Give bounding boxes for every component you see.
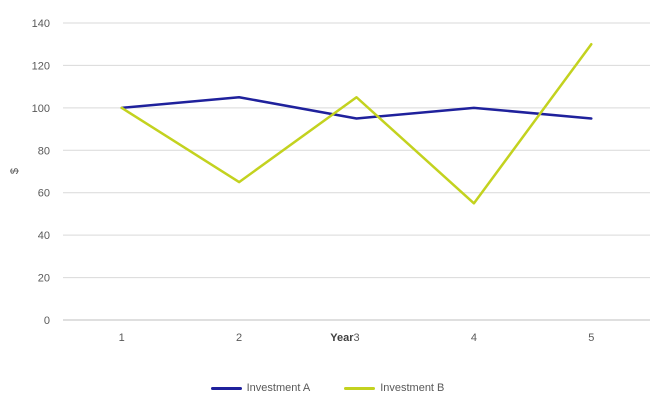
y-axis-tick-label: 140 [32,18,50,30]
y-axis-tick-label: 120 [32,60,50,72]
x-axis-tick-label: 3 [353,332,359,344]
legend-item-investment-a: Investment A [210,382,311,394]
y-axis-tick-label: 100 [32,103,50,115]
investment-b-line-swatch [344,387,376,390]
investment-b-line [120,42,593,205]
investment-a-line-swatch [210,387,242,390]
x-axis-tick-label: 1 [119,332,125,344]
x-axis-tick-label: 5 [588,332,594,344]
y-axis-title: $ [9,168,21,174]
y-axis-tick-label: 0 [44,315,50,327]
legend-label-investment-a: Investment A [246,382,311,394]
y-axis-tick-label: 40 [38,230,50,242]
x-axis-tick-label: 4 [471,332,477,344]
x-axis-tick-label: 2 [236,332,242,344]
chart-plot-area: 0 20 40 60 80 100 120 140 1 2 3 4 5 Year $ [9,18,650,344]
x-axis-title: Year [330,332,354,344]
investment-a-line [120,96,593,120]
y-axis-tick-label: 60 [38,188,50,200]
legend-item-investment-b: Investment B [344,383,444,394]
y-axis-tick-label: 20 [38,273,50,285]
legend-label-investment-b: Investment B [380,382,445,394]
chart-legend: Investment A Investment B [0,383,655,394]
y-axis-tick-label: 80 [38,145,50,157]
